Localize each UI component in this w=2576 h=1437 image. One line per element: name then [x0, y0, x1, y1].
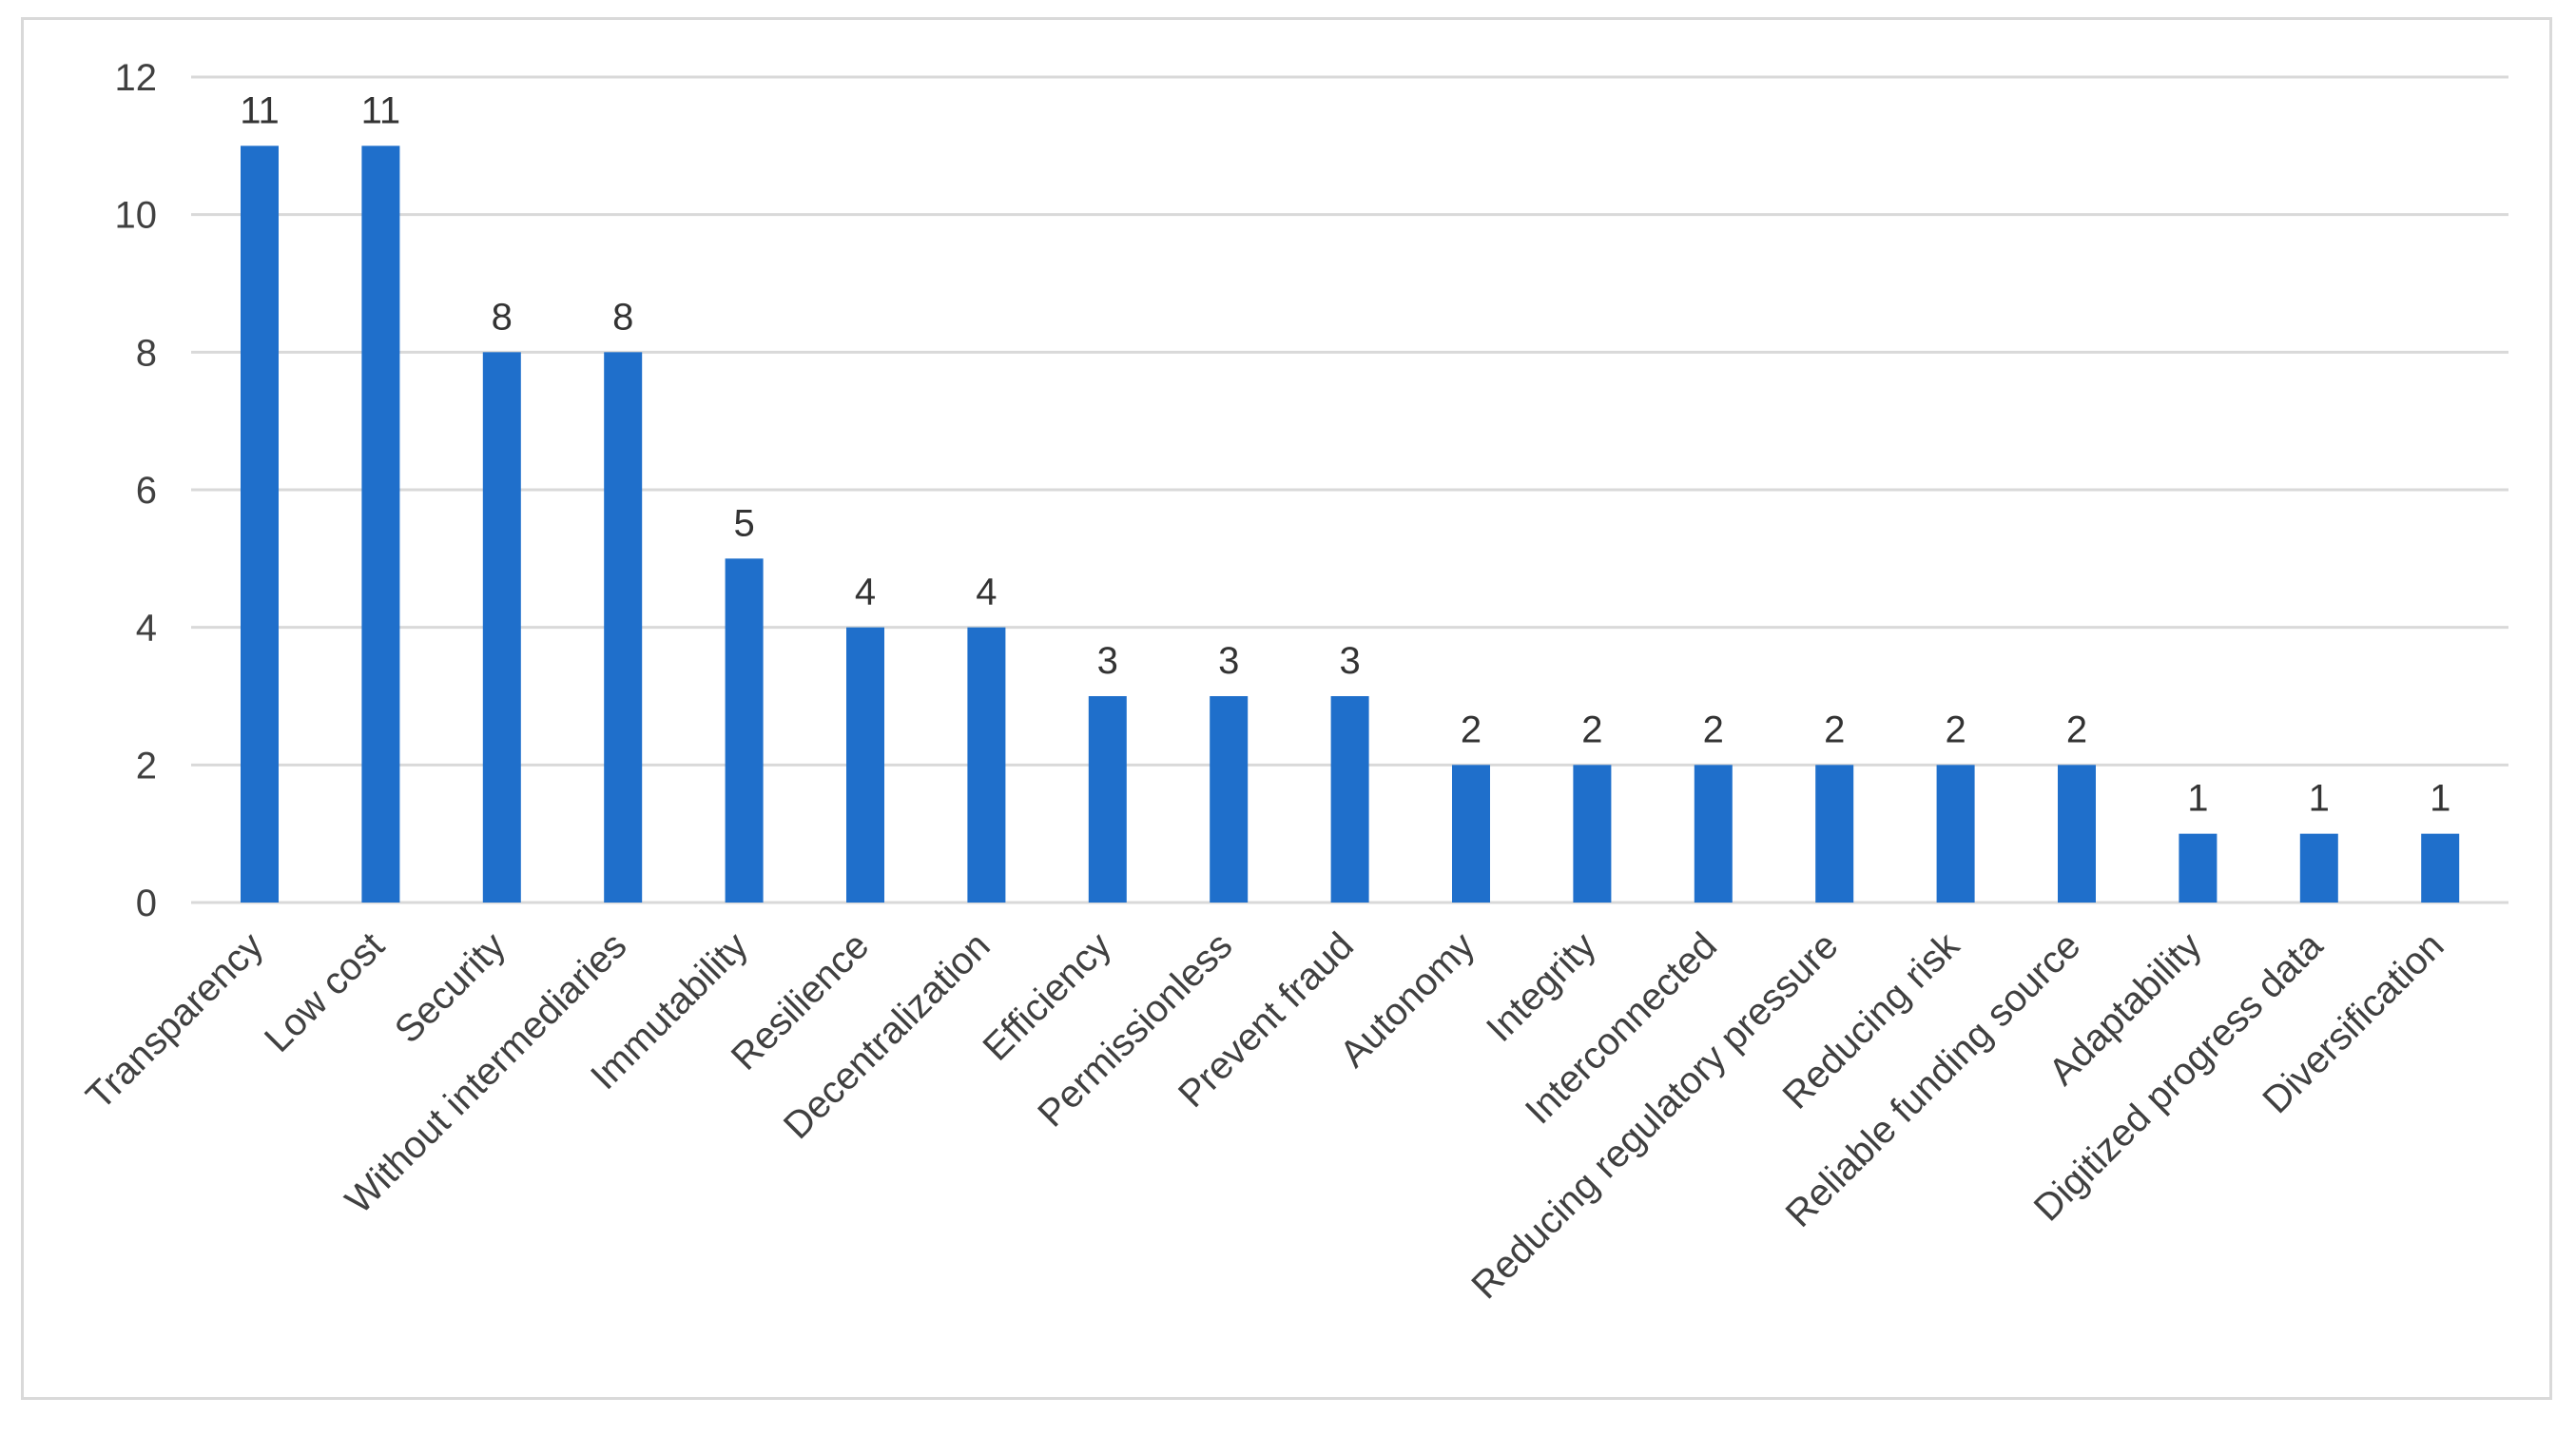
data-label: 4	[976, 572, 997, 613]
bar	[2058, 765, 2096, 903]
y-tick-label: 2	[136, 745, 157, 786]
bar	[2299, 833, 2338, 903]
data-label: 1	[2309, 778, 2330, 820]
chart-frame: 0 2 4 6 8 10 12 11 11 8 8 5 4 4 3 3 3 2 2 2 2 2 2 1 1 1 Transpar…	[21, 17, 2552, 1400]
bar	[725, 558, 764, 903]
bar	[1210, 696, 1249, 903]
bar	[241, 146, 279, 903]
data-label: 2	[1824, 709, 1845, 750]
category-label: Low cost	[257, 924, 393, 1060]
y-tick-label: 6	[136, 470, 157, 512]
data-label: 1	[2187, 778, 2208, 820]
y-tick-label: 12	[115, 57, 158, 99]
data-label: 3	[1218, 640, 1239, 682]
bar	[1573, 765, 1612, 903]
bar	[1815, 765, 1854, 903]
y-tick-label: 0	[136, 883, 157, 924]
bar	[1088, 696, 1127, 903]
category-label: Security	[387, 924, 513, 1051]
category-label: Decentralization	[776, 924, 998, 1147]
data-label: 2	[2066, 709, 2087, 750]
bar	[482, 352, 521, 903]
y-axis-tick-labels: 0 2 4 6 8 10 12	[115, 57, 158, 924]
bars	[241, 146, 2460, 903]
data-labels: 11 118 854 43 3 32 2 2 2 2 21 1 1	[240, 89, 2450, 819]
category-label: Transparency	[78, 924, 271, 1117]
bar	[2421, 833, 2460, 903]
data-label: 5	[733, 502, 754, 544]
data-label: 8	[612, 296, 633, 338]
y-tick-label: 10	[115, 195, 158, 237]
data-label: 3	[1339, 640, 1360, 682]
data-label: 2	[1703, 709, 1724, 750]
category-label: Integrity	[1479, 924, 1604, 1050]
data-label: 8	[492, 296, 513, 338]
bar	[361, 146, 400, 903]
bar	[846, 627, 884, 903]
data-label: 2	[1461, 709, 1482, 750]
data-label: 2	[1581, 709, 1602, 750]
y-tick-label: 8	[136, 332, 157, 374]
bar	[1694, 765, 1733, 903]
data-label: 2	[1945, 709, 1966, 750]
data-label: 4	[855, 572, 876, 613]
y-tick-label: 4	[136, 608, 157, 650]
bar	[1330, 696, 1369, 903]
bar	[2179, 833, 2218, 903]
category-label: Autonomy	[1332, 924, 1482, 1075]
data-label: 11	[361, 89, 401, 131]
bar	[1452, 765, 1490, 903]
bar	[967, 627, 1006, 903]
gridlines	[191, 75, 2508, 904]
bar	[604, 352, 643, 903]
data-label: 3	[1097, 640, 1118, 682]
data-label: 1	[2430, 778, 2450, 820]
data-label: 11	[240, 89, 280, 131]
bar	[1936, 765, 1975, 903]
